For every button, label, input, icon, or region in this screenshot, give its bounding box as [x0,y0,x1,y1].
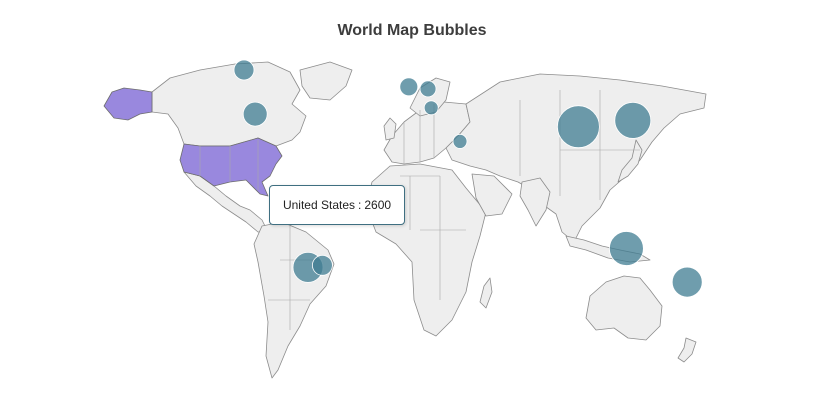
country-new-zealand[interactable] [677,337,697,363]
country-uk[interactable] [383,117,397,141]
bubble-united-kingdom[interactable] [399,77,419,97]
country-united-states[interactable] [179,137,283,197]
bubble-new-zealand[interactable] [671,266,703,298]
bubble-china[interactable] [557,105,600,149]
tooltip-value: 2600 [364,198,392,212]
country-india[interactable] [519,177,551,227]
bubble-canada[interactable] [233,59,255,81]
bubble-uruguay[interactable] [311,254,333,276]
bubble-egypt[interactable] [452,133,468,149]
land-layer [103,61,707,379]
bubble-germany[interactable] [419,80,437,98]
bubble-united-states[interactable] [242,101,268,127]
map-tooltip: United States : 2600 [269,185,405,225]
country-australia[interactable] [585,275,663,341]
map-title: World Map Bubbles [337,22,487,39]
bubble-japan[interactable] [614,102,652,139]
tooltip-separator: : [358,198,362,212]
country-japan[interactable] [617,139,643,183]
tooltip-country: United States [282,198,355,212]
country-greenland[interactable] [299,61,353,101]
country-borders [199,90,640,330]
country-arabia[interactable] [471,173,513,217]
country-alaska[interactable] [103,87,153,121]
bubble-italy[interactable] [423,100,439,116]
bubble-australia[interactable] [609,231,644,266]
country-madagascar[interactable] [479,277,493,309]
bubble-layer [233,59,703,298]
